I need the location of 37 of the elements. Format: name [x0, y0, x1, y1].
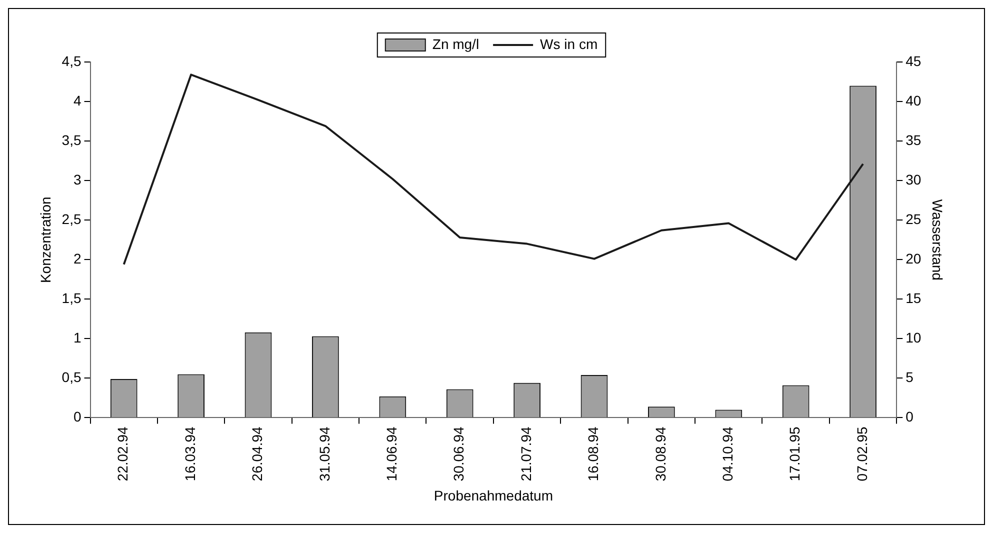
y2-axis-title: Wasserstand [930, 199, 946, 280]
y2-tick-label: 35 [906, 132, 922, 148]
y2-tick-label: 25 [906, 210, 922, 227]
y-tick-label: 0,5 [62, 369, 82, 386]
y-tick-label: 2 [73, 250, 82, 266]
x-tick-label: 21.07.94 [518, 426, 534, 482]
y-tick-label: 1,5 [62, 290, 82, 306]
y-tick-label: 2,5 [62, 210, 82, 227]
x-tick-label: 30.06.94 [450, 426, 467, 482]
x-tick-label: 17.01.95 [786, 426, 803, 482]
x-tick-label: 16.03.94 [182, 426, 198, 482]
y2-tick-label: 0 [906, 408, 914, 425]
x-tick-label: 22.02.94 [114, 426, 131, 482]
y2-tick-label: 20 [906, 250, 922, 266]
y2-tick-label: 10 [906, 330, 922, 346]
y-tick-label: 4 [73, 92, 82, 108]
y2-tick-label: 15 [906, 290, 922, 306]
y-tick-label: 3,5 [62, 132, 82, 148]
x-tick-label: 16.08.94 [585, 426, 602, 482]
y-tick-label: 4,5 [62, 52, 82, 69]
y2-tick-label: 30 [906, 171, 922, 188]
x-tick-label: 30.08.94 [652, 426, 668, 482]
y2-tick-label: 45 [906, 52, 922, 69]
y2-tick-label: 5 [906, 369, 914, 386]
x-tick-label: 31.05.94 [316, 426, 332, 482]
legend-label: Zn mg/l [432, 36, 480, 52]
y-tick-label: 3 [73, 171, 82, 188]
y-axis-title: Konzentration [37, 196, 54, 284]
x-axis-title: Probenahmedatum [434, 487, 553, 504]
x-tick-label: 26.04.94 [249, 426, 266, 482]
y-tick-label: 1 [73, 330, 82, 346]
x-tick-label: 07.02.95 [854, 426, 870, 482]
x-tick-label: 14.06.94 [384, 426, 400, 482]
x-tick-label: 04.10.94 [719, 426, 736, 482]
y-tick-label: 0 [73, 408, 82, 425]
legend-label: Ws in cm [540, 36, 598, 52]
y2-tick-label: 40 [906, 92, 922, 108]
